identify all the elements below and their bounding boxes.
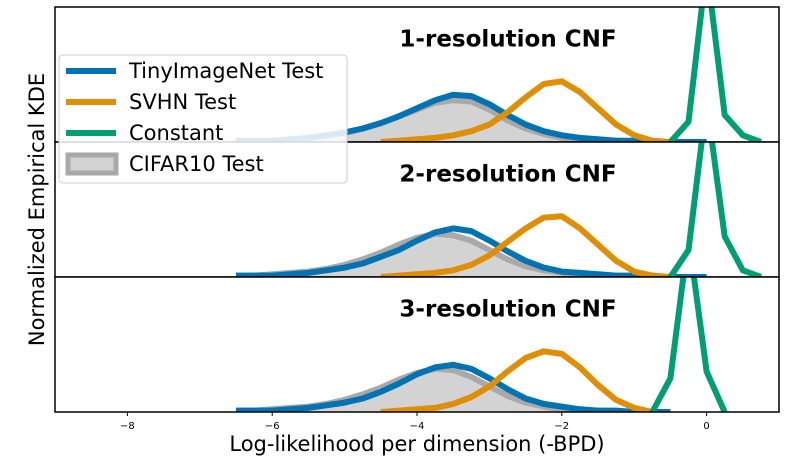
- area-fill: [236, 368, 635, 412]
- x-tick-label: −8: [120, 421, 135, 432]
- kde-line: [380, 213, 671, 277]
- legend-label: CIFAR10 Test: [129, 152, 264, 176]
- legend-label: TinyImageNet Test: [128, 59, 323, 83]
- kde-line: [649, 277, 728, 412]
- legend-box: [58, 54, 348, 184]
- plot-area: [236, 142, 762, 277]
- panel-title: 3-resolution CNF: [399, 297, 616, 323]
- legend-label: Constant: [129, 121, 223, 145]
- y-axis-label: Normalized Empirical KDE: [25, 73, 49, 346]
- kde-line: [236, 361, 671, 412]
- kde-line: [667, 142, 762, 277]
- panel-title: 2-resolution CNF: [399, 162, 616, 188]
- x-tick-label: 0: [703, 421, 709, 432]
- legend-label: SVHN Test: [129, 90, 236, 114]
- panel-title: 1-resolution CNF: [399, 27, 616, 53]
- x-axis-label: Log-likelihood per dimension (-BPD): [229, 432, 604, 456]
- legend-swatch: [65, 152, 119, 176]
- x-tick-label: −2: [554, 421, 569, 432]
- plot-area: [236, 277, 728, 412]
- kde-line: [236, 225, 707, 277]
- kde-line: [668, 7, 762, 142]
- kde-line: [380, 78, 671, 142]
- x-tick-label: −4: [410, 421, 425, 432]
- kde-line: [380, 348, 653, 412]
- legend: TinyImageNet Test SVHN Test Constant CIFAR1…: [58, 54, 348, 184]
- area-fill: [236, 100, 653, 142]
- x-tick-label: −6: [265, 421, 280, 432]
